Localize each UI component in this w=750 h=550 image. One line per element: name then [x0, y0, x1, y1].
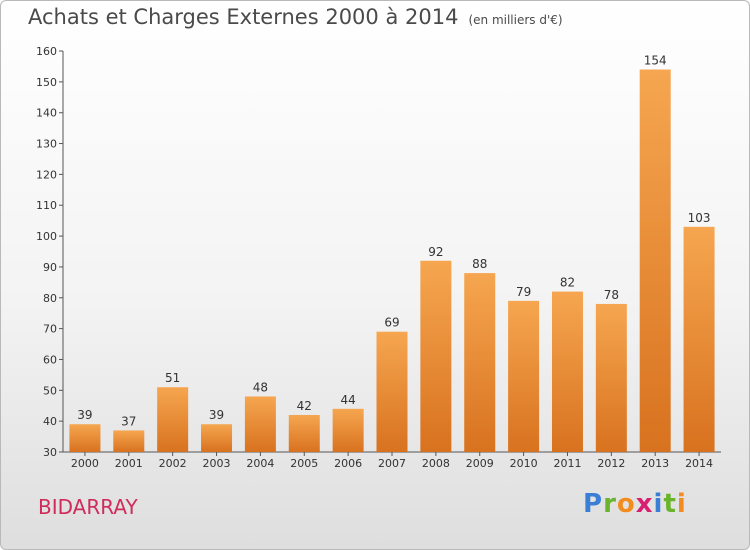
- bar-value-label: 92: [428, 245, 443, 259]
- chart-labels: 39 37 51 39 48 42 44 69 92 88 79 82 78 154 103: [77, 54, 710, 429]
- y-tick-label: 80: [43, 292, 57, 305]
- x-tick-label: 2006: [334, 457, 362, 470]
- logo-letter: P: [583, 489, 604, 519]
- bar: [464, 273, 496, 452]
- bar: [683, 226, 715, 452]
- bar: [332, 408, 364, 452]
- bar-value-label: 44: [340, 393, 355, 407]
- bar: [157, 387, 189, 452]
- logo-letter: x: [635, 489, 654, 519]
- x-tick-label: 2013: [641, 457, 669, 470]
- bar: [201, 424, 233, 452]
- y-tick-label: 130: [36, 138, 57, 151]
- y-tick-label: 90: [43, 261, 57, 274]
- bar: [508, 300, 540, 452]
- y-tick-label: 60: [43, 353, 57, 366]
- x-tick-label: 2004: [246, 457, 274, 470]
- x-tick-label: 2012: [597, 457, 625, 470]
- proxiti-logo: Proxiti: [583, 489, 687, 519]
- x-tick-label: 2014: [685, 457, 713, 470]
- logo-letter: t: [663, 489, 677, 519]
- x-tick-label: 2007: [378, 457, 406, 470]
- x-tick-label: 2002: [159, 457, 187, 470]
- bar-value-label: 82: [560, 276, 575, 290]
- bar-value-label: 37: [121, 414, 136, 428]
- bar-value-label: 103: [688, 211, 711, 225]
- y-tick-label: 50: [43, 384, 57, 397]
- y-tick-label: 160: [36, 45, 57, 58]
- bar-value-label: 39: [77, 408, 92, 422]
- bar-value-label: 42: [297, 399, 312, 413]
- bar-value-label: 69: [384, 316, 399, 330]
- bar-value-label: 39: [209, 408, 224, 422]
- x-tick-label: 2008: [422, 457, 450, 470]
- bar: [420, 260, 452, 452]
- bar-value-label: 79: [516, 285, 531, 299]
- bar-value-label: 154: [644, 54, 667, 68]
- x-tick-label: 2005: [290, 457, 318, 470]
- x-tick-label: 2001: [115, 457, 143, 470]
- chart-title-unit: (en milliers d'€): [468, 13, 563, 27]
- commune-name: BIDARRAY: [38, 495, 138, 519]
- logo-letter: i: [653, 489, 664, 519]
- x-tick-label: 2003: [203, 457, 231, 470]
- bar-value-label: 51: [165, 371, 180, 385]
- bar: [113, 430, 145, 452]
- chart-bars: [69, 69, 715, 452]
- bar: [288, 414, 320, 452]
- x-tick-label: 2011: [553, 457, 581, 470]
- chart-axes: 30 40 50 60 70 80 90 100 110 120 130 140 150 160 2000 2…: [36, 45, 721, 470]
- x-tick-label: 2009: [466, 457, 494, 470]
- bar: [69, 424, 101, 452]
- logo-letter: r: [603, 489, 617, 519]
- bar: [551, 291, 583, 452]
- chart-title-main: Achats et Charges Externes 2000 à 2014: [28, 5, 459, 29]
- y-tick-label: 110: [36, 199, 57, 212]
- bar-value-label: 78: [604, 288, 619, 302]
- y-tick-label: 140: [36, 107, 57, 120]
- bar: [244, 396, 276, 452]
- x-tick-label: 2000: [71, 457, 99, 470]
- y-tick-label: 150: [36, 76, 57, 89]
- bar: [595, 303, 627, 452]
- bar-value-label: 88: [472, 257, 487, 271]
- logo-letter: o: [616, 489, 636, 519]
- y-tick-label: 40: [43, 415, 57, 428]
- y-tick-label: 100: [36, 230, 57, 243]
- bar-value-label: 48: [253, 380, 268, 394]
- y-tick-label: 120: [36, 168, 57, 181]
- logo-letter: i: [676, 489, 687, 519]
- x-tick-label: 2010: [510, 457, 538, 470]
- bar: [639, 69, 671, 452]
- chart-title: Achats et Charges Externes 2000 à 2014 (e…: [28, 5, 563, 29]
- bar: [376, 331, 408, 452]
- y-tick-label: 30: [43, 446, 57, 459]
- y-tick-label: 70: [43, 323, 57, 336]
